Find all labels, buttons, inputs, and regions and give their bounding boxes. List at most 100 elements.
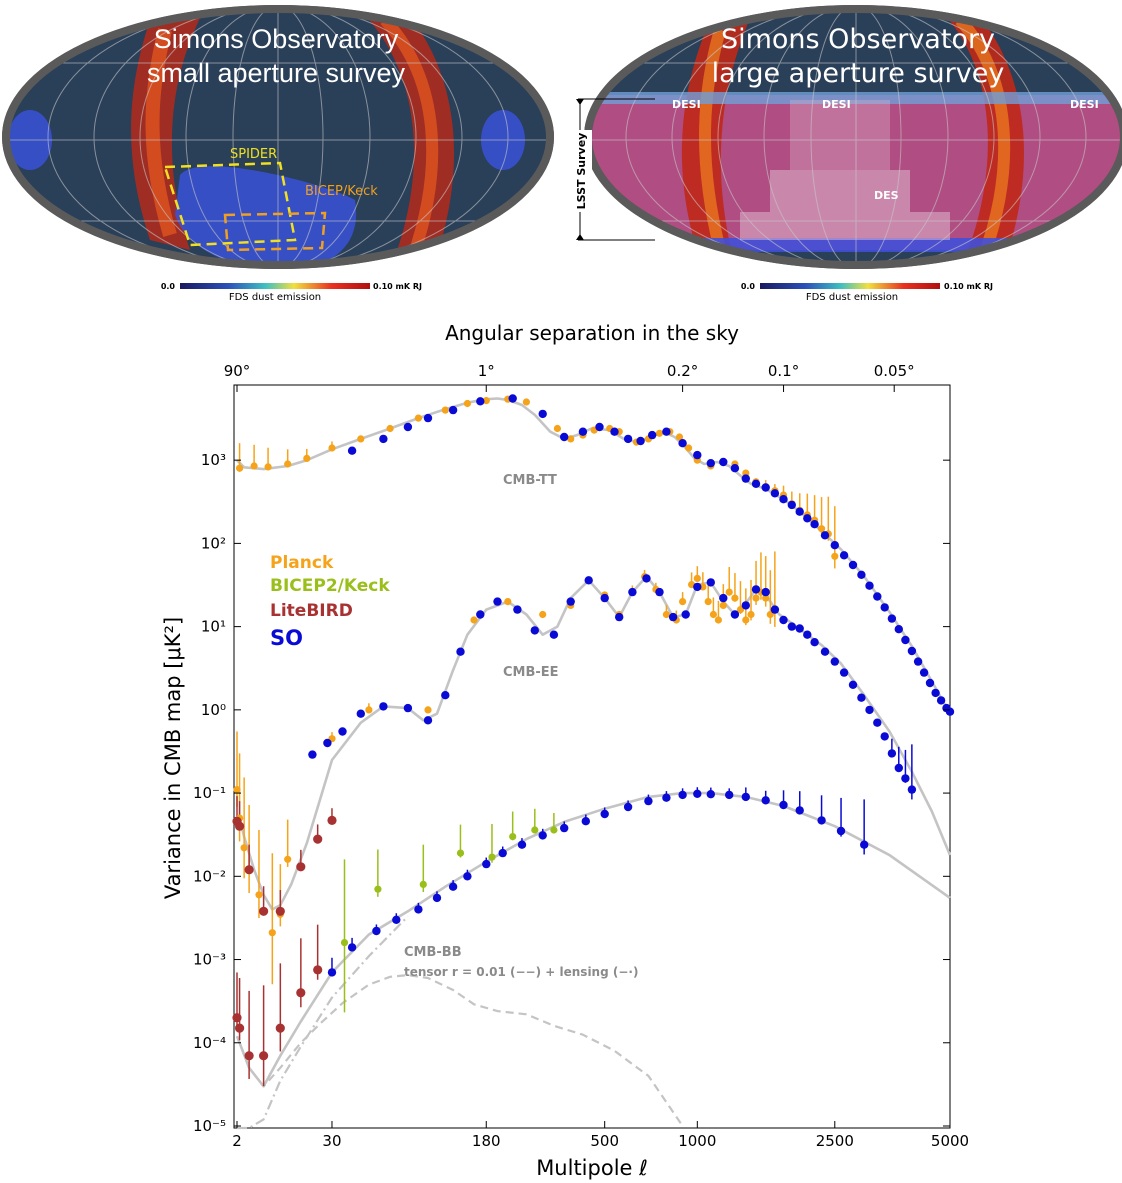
planck-ee-point [742,616,750,624]
legend-bicep2-keck: BICEP2/Keck [270,576,390,596]
so-ee-point [379,702,388,711]
planck-tt-point [553,424,562,433]
legend-planck: Planck [270,553,334,573]
so-ee-point [681,610,690,619]
so-ee-point [600,593,609,603]
so-tt-point [770,489,780,498]
so-ee-point [820,647,830,656]
so-tt-point [761,483,770,492]
so-tt-point [538,409,547,419]
planck-tt-point [386,424,394,433]
so-ee-point [530,626,539,635]
desi-label-right: DESI [1070,98,1099,111]
so-bb-point [706,790,715,799]
so-tt-point [880,603,889,612]
so-tt-point [751,479,761,488]
so-bb-point [725,790,734,800]
planck-ee-point [725,588,733,596]
y-tick-label: 10⁻¹ [193,784,226,802]
planck-ee-point [747,610,755,619]
so-ee-point [795,624,804,633]
y-tick-label: 10⁻⁴ [193,1034,226,1052]
so-tt-point [873,592,882,601]
so-bb-point [662,793,671,802]
theory-curve-bb-lensing [237,915,409,1130]
so-ee-point [761,587,770,597]
top-tick-label: 1° [478,362,495,380]
so-tt-point [894,625,903,634]
so-ee-point [308,750,317,759]
so-bb-point [761,796,770,805]
planck-ee-point [470,616,478,624]
litebird-bb-point [244,1051,254,1061]
planck-ee-point [539,610,547,619]
so-ee-point [338,727,347,736]
so-tt-point [730,464,740,473]
so-bb-point [693,789,702,798]
planck-tt-point [441,406,449,414]
y-tick-label: 10¹ [201,618,226,636]
so-bb-point [623,802,633,812]
so-tt-point [610,427,619,436]
planck-tt-point [328,444,336,452]
so-ee-point [873,718,882,727]
des-label: DES [874,189,899,202]
bicep2-keck-bb-point [419,880,427,889]
so-ee-point [615,612,624,622]
top-tick-label: 90° [224,362,251,380]
so-ee-point [839,668,849,677]
x-tick-label: 500 [590,1132,619,1150]
litebird-ee-point [244,865,254,875]
so-tt-point [560,432,569,442]
planck-ee-point [255,891,263,899]
so-tt-point [648,430,657,440]
so-tt-point [779,495,788,504]
litebird-ee-point [275,906,285,916]
so-tt-point [636,436,645,446]
left-colorbar-label: FDS dust emission [229,292,321,303]
planck-tt-point [236,464,244,472]
so-tt-point [925,678,935,688]
so-ee-point [668,612,678,622]
x-tick-label: 5000 [931,1132,969,1150]
bicep2-keck-bb-point [531,826,539,834]
litebird-bb-point [235,1023,245,1033]
planck-ee-point [719,601,727,610]
so-tt-point [830,541,839,550]
planck-tt-point [264,463,272,471]
left-colorbar [180,283,370,289]
so-ee-point [894,763,903,773]
so-tt-point [693,450,702,460]
so-bb-point [463,872,472,881]
planck-ee-point [699,583,707,591]
so-ee-point [584,576,593,585]
planck-tt-point [284,460,292,468]
top-axis-label: Angular separation in the sky [445,321,739,345]
so-tt-point [848,560,858,570]
y-tick-label: 10⁰ [201,701,226,719]
y-tick-label: 10³ [201,451,226,469]
so-bb-point [644,796,653,806]
xlabel: Multipole ℓ [536,1156,648,1180]
x-tick-label: 2 [232,1132,242,1150]
so-tt-point [706,459,715,468]
top-tick-label: 0.2° [667,362,698,380]
bicep2-keck-bb-point [550,826,558,834]
so-tt-point [508,394,517,403]
left-colorbar-max: 0.10 mK RJ [373,282,422,291]
so-tt-point [347,446,357,455]
so-ee-point [493,597,502,606]
so-tt-point [476,397,485,406]
right-colorbar-min: 0.0 [741,282,756,291]
so-tt-point [919,668,929,677]
so-tt-point [623,434,633,444]
annotation-ee: CMB-EE [503,665,559,680]
planck-tt-point [685,444,693,452]
bicep2-keck-bb-point [509,833,517,841]
so-ee-point [628,587,637,597]
so-ee-point [803,630,812,639]
litebird-bb-point [313,965,323,975]
so-tt-point [887,614,897,623]
left-colorbar-min: 0.0 [161,282,176,291]
so-tt-point [379,434,388,444]
